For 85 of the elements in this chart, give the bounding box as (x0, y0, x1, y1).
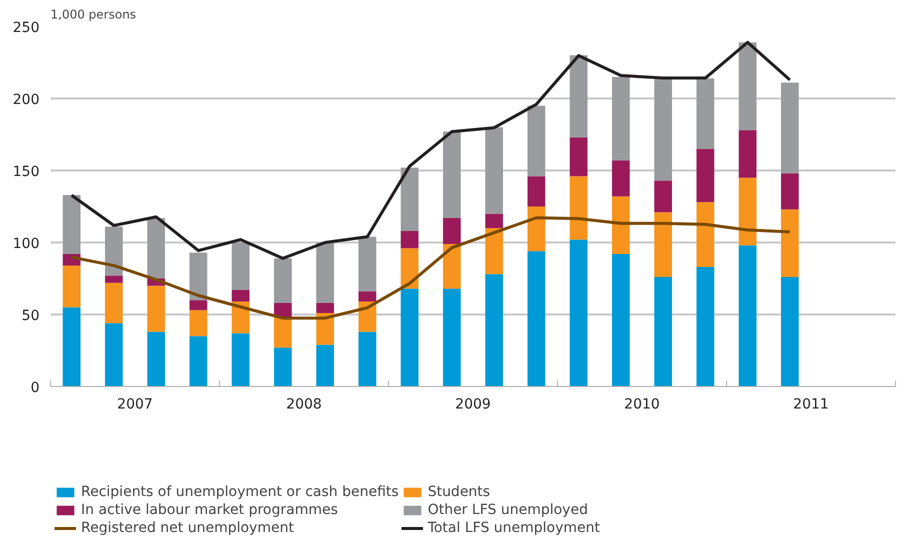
bar (570, 176, 588, 240)
bar (274, 317, 292, 348)
bar (62, 307, 80, 386)
bar (654, 212, 672, 278)
y-tick-label: 150 (12, 164, 40, 180)
bar (528, 176, 546, 206)
bar (316, 344, 334, 386)
bar (358, 332, 376, 386)
y-tick-label: 0 (30, 380, 40, 396)
bar (612, 76, 630, 160)
bar (62, 266, 80, 308)
y-tick-label: 250 (12, 20, 40, 36)
legend-label: Recipients of unemployment or cash benefits (81, 484, 399, 500)
bar (528, 251, 546, 386)
y-tick-label: 200 (12, 92, 40, 108)
bar (274, 348, 292, 386)
bar (654, 78, 672, 181)
bar (443, 288, 461, 386)
bar (528, 106, 546, 176)
y-tick-label: 100 (12, 236, 40, 252)
legend-label: Registered net unemployment (81, 520, 294, 536)
bar (190, 252, 208, 300)
x-tick-label: 2007 (117, 396, 153, 412)
bar (105, 226, 123, 276)
bar (400, 168, 418, 231)
bar (358, 236, 376, 292)
legend-label: Total LFS unemployment (428, 520, 600, 536)
line-series (70, 40, 792, 260)
bar (232, 242, 250, 290)
bar (105, 282, 123, 324)
bar (358, 291, 376, 302)
bar (696, 78, 714, 149)
legend-label: Other LFS unemployed (428, 502, 588, 518)
bar (190, 310, 208, 336)
bar (654, 180, 672, 212)
x-tick-label: 2010 (624, 396, 660, 412)
bar (738, 178, 756, 246)
bar (696, 202, 714, 267)
bar (570, 55, 588, 138)
bar (232, 333, 250, 386)
legend-label: In active labour market programmes (81, 502, 338, 518)
bar (781, 277, 799, 386)
bar (570, 137, 588, 176)
bar (485, 127, 503, 214)
bar (528, 206, 546, 252)
bar (696, 148, 714, 202)
bar (105, 276, 123, 283)
bar (738, 42, 756, 130)
y-tick-label: 50 (22, 308, 40, 324)
bar (316, 302, 334, 314)
bar (62, 194, 80, 254)
bar (443, 132, 461, 218)
bar (612, 160, 630, 196)
bar (400, 288, 418, 386)
bar (316, 242, 334, 303)
bar (485, 274, 503, 386)
x-tick-label: 2009 (455, 396, 491, 412)
bar (696, 266, 714, 386)
bar (443, 218, 461, 244)
bar (781, 82, 799, 174)
bar (443, 244, 461, 289)
bar (105, 323, 123, 386)
bar (781, 173, 799, 210)
bar (612, 196, 630, 254)
bar (147, 286, 165, 332)
bar (147, 218, 165, 278)
bar (485, 228, 503, 274)
bar (190, 336, 208, 386)
bar (781, 209, 799, 278)
line-series (70, 216, 792, 320)
x-tick-label: 2011 (793, 396, 829, 412)
bar (654, 277, 672, 386)
bar (485, 214, 503, 228)
bar (570, 240, 588, 386)
bar (738, 130, 756, 178)
bar (147, 332, 165, 386)
legend-label: Students (428, 484, 490, 500)
bar (400, 230, 418, 248)
bar (232, 290, 250, 302)
bar (738, 245, 756, 386)
x-tick-label: 2008 (286, 396, 322, 412)
bar (190, 300, 208, 310)
bar (274, 258, 292, 303)
bar (612, 254, 630, 386)
y-axis-title: 1,000 persons (50, 8, 136, 22)
